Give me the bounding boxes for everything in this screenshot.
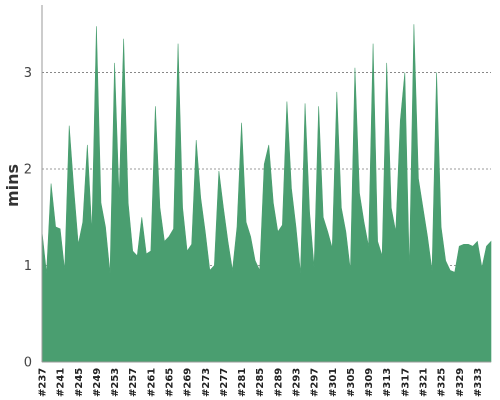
x-tick-label: #313 xyxy=(382,368,393,397)
x-tick-label: #245 xyxy=(74,368,85,397)
x-tick-label: #261 xyxy=(146,368,157,397)
x-tick-label: #241 xyxy=(56,368,67,397)
x-tick-label: #237 xyxy=(38,368,49,397)
y-tick-label: 3 xyxy=(24,66,32,81)
x-tick-label: #297 xyxy=(310,368,321,397)
y-tick-label: 0 xyxy=(24,356,32,371)
x-tick-label: #293 xyxy=(292,368,303,397)
x-tick-label: #305 xyxy=(346,368,357,397)
x-tick-label: #285 xyxy=(255,368,266,397)
y-axis-label: mins xyxy=(3,164,22,207)
x-tick-label: #325 xyxy=(437,368,448,397)
x-tick-label: #317 xyxy=(400,368,411,397)
x-tick-label: #321 xyxy=(419,368,430,397)
x-tick-label: #257 xyxy=(128,368,139,397)
x-tick-label: #329 xyxy=(455,368,466,397)
x-tick-label: #281 xyxy=(237,368,248,397)
x-tick-label: #265 xyxy=(165,368,176,397)
x-tick-label: #273 xyxy=(201,368,212,397)
x-tick-label: #301 xyxy=(328,368,339,397)
area-series xyxy=(41,24,492,363)
x-tick-label: #289 xyxy=(273,368,284,397)
x-tick-label: #253 xyxy=(110,368,121,397)
x-tick-label: #333 xyxy=(473,368,484,397)
x-tick-labels: #237 #241 #245 #249 #253 #257 #261 #265 #269 #273… xyxy=(38,368,484,397)
y-tick-label: 2 xyxy=(24,163,32,178)
x-tick-label: #309 xyxy=(364,368,375,397)
y-tick-label: 1 xyxy=(24,259,32,274)
x-tick-label: #277 xyxy=(219,368,230,397)
y-tick-labels: 0 1 2 3 xyxy=(24,66,32,370)
x-tick-label: #249 xyxy=(92,368,103,397)
x-tick-label: #269 xyxy=(183,368,194,397)
